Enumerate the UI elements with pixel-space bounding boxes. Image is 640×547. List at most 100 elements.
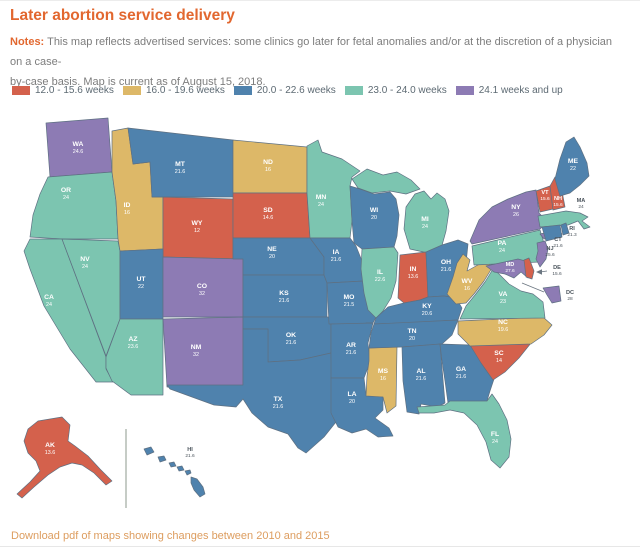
state-label-NY: NY [511,204,521,211]
state-value-LA: 20 [349,399,355,405]
legend-swatch-cat1 [12,86,30,95]
state-value-MI: 24 [422,224,428,230]
state-label-AZ: AZ [128,336,137,343]
state-value-MO: 21.5 [344,302,355,308]
state-label-WI: WI [370,207,378,214]
state-value-UT: 22 [138,284,144,290]
state-value-WI: 20 [371,215,377,221]
state-label-NH: NH [554,196,562,202]
state-label-NM: NM [191,344,202,351]
state-label-VT: VT [541,190,549,196]
state-label-DC: DC [566,290,574,296]
state-value-DC: 28 [567,296,573,302]
legend-swatch-cat2 [122,86,141,95]
state-value-WA: 24.6 [73,149,84,155]
state-TX [166,328,339,454]
state-RI [560,222,570,236]
state-label-ND: ND [263,159,273,166]
de-arrowhead [536,269,542,275]
legend-label-cat5: 24.1 weeks and up [478,85,563,96]
state-label-OK: OK [286,332,296,339]
state-value-TN: 20 [409,336,415,342]
state-DE [523,257,535,280]
state-value-CA: 24 [46,302,52,308]
notes-label: Notes: [10,36,45,48]
state-label-WV: WV [462,278,473,285]
state-label-CT: CT [554,237,562,243]
state-value-ND: 16 [265,167,271,173]
state-label-SC: SC [494,350,504,357]
state-value-SD: 14.6 [263,215,274,221]
state-KS [242,274,328,318]
state-FL [416,393,512,469]
state-label-NJ: NJ [546,246,553,252]
state-MD [485,258,534,279]
legend-swatch-cat3 [233,86,252,95]
legend: 12.0 - 15.6 weeks 16.0 - 19.6 weeks 20.0 -… [12,85,563,96]
state-label-ID: ID [124,202,131,209]
state-label-TN: TN [407,328,416,335]
state-value-AL: 21.6 [416,376,427,382]
state-label-SD: SD [263,207,273,214]
state-value-GA: 21.6 [456,374,467,380]
state-label-VA: VA [499,291,508,298]
state-value-IN: 13.6 [408,274,419,280]
legend-item-cat1: 12.0 - 15.6 weeks [12,85,114,96]
state-MN [306,139,361,239]
notes-line-1: This map reflects advertised services: s… [10,36,613,68]
state-label-MN: MN [316,194,327,201]
state-label-NV: NV [80,256,90,263]
state-value-NY: 26 [513,212,519,218]
state-label-HI: HI [187,447,193,453]
state-value-NM: 32 [193,352,199,358]
state-label-AR: AR [346,342,356,349]
state-value-HI: 21.6 [185,453,195,459]
state-label-WA: WA [73,141,84,148]
state-value-NC: 19.6 [498,327,509,333]
state-label-NE: NE [267,246,277,253]
state-label-CO: CO [197,283,207,290]
state-value-MS: 16 [380,376,386,382]
state-value-AR: 21.6 [346,350,357,356]
state-value-ME: 22 [570,166,576,172]
state-label-AL: AL [416,368,425,375]
state-OR [29,171,119,240]
state-label-IL: IL [377,269,383,276]
state-value-AK: 13.6 [45,450,56,456]
state-value-RI: 21.3 [567,232,577,238]
state-label-OR: OR [61,187,71,194]
state-value-CT: 21.6 [553,243,563,249]
state-value-PA: 24 [499,248,505,254]
dc-leader-line [521,282,545,293]
state-label-KY: KY [422,303,432,310]
state-value-NV: 24 [82,264,88,270]
state-label-MT: MT [175,161,186,168]
state-label-LA: LA [347,391,356,398]
state-value-WV: 16 [464,286,470,292]
state-label-PA: PA [498,240,507,247]
state-label-DE: DE [553,265,561,271]
legend-label-cat2: 16.0 - 19.6 weeks [145,85,225,96]
state-value-AZ: 23.6 [128,344,139,350]
state-label-AK: AK [45,442,55,449]
legend-label-cat4: 23.0 - 24.0 weeks [367,85,447,96]
state-label-FL: FL [491,431,499,438]
state-DC [542,285,562,304]
state-ME [554,136,590,197]
state-label-MA: MA [577,198,586,204]
state-value-MT: 21.6 [175,169,186,175]
state-NJ [535,240,549,268]
state-value-VT: 15.6 [540,196,550,202]
state-value-MA: 24 [578,204,584,210]
state-label-MD: MD [506,262,515,268]
state-value-NJ: 25.6 [545,252,555,258]
state-value-OK: 21.6 [286,340,297,346]
state-label-IN: IN [410,266,417,273]
download-pdf-link[interactable]: Download pdf of maps showing changes bet… [11,530,330,542]
state-value-IL: 22.6 [375,277,386,283]
state-label-NC: NC [498,319,508,326]
page-title: Later abortion service delivery [10,7,235,24]
state-value-DE: 15.6 [552,271,562,277]
state-value-NE: 20 [269,254,275,260]
